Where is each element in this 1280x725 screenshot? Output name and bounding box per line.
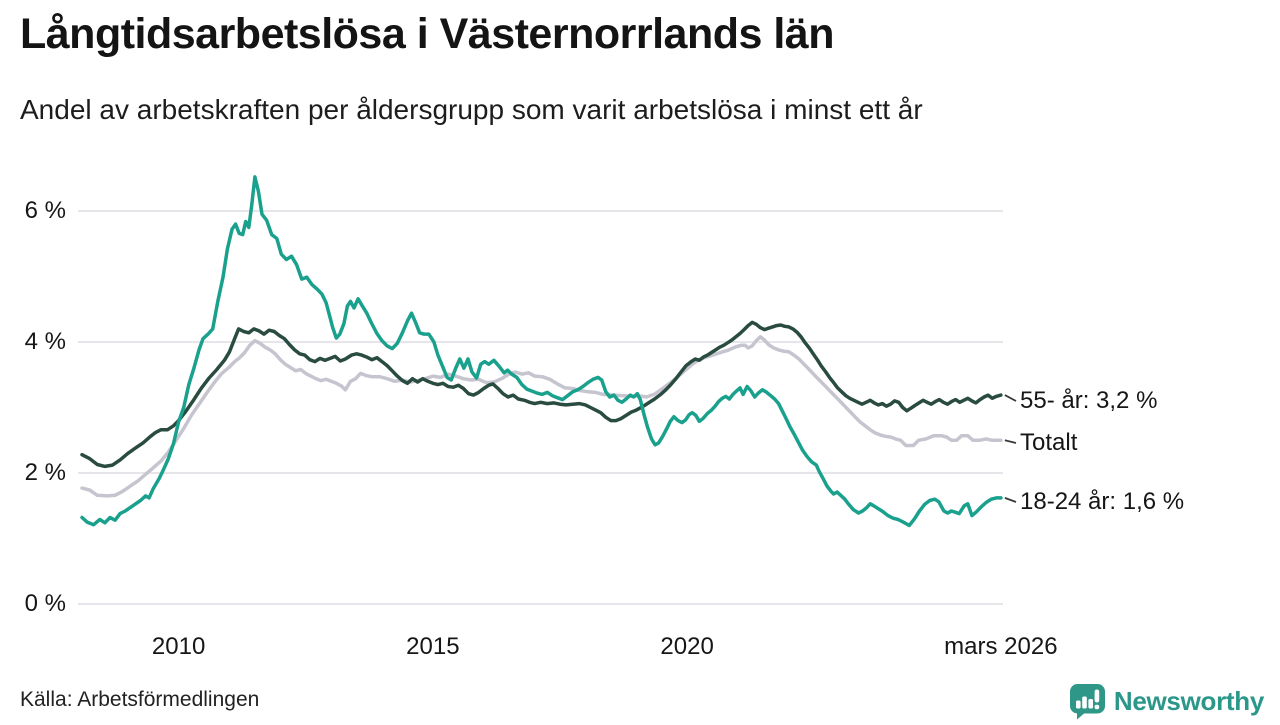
x-axis-tick-label: 2010 (151, 633, 206, 660)
y-axis-tick-label: 4 % (24, 328, 66, 355)
end-label-connector-55-ar (1004, 394, 1017, 402)
newsworthy-speech-bubble-chart-icon (1069, 683, 1106, 720)
series-line-18-24-ar (80, 175, 1003, 528)
series-end-label-18-24-ar: 18-24 år: 1,6 % (1020, 488, 1185, 515)
series-line-totalt (80, 335, 1003, 498)
source-note: Källa: Arbetsförmedlingen (20, 688, 260, 711)
x-axis-tick-label: mars 2026 (944, 633, 1058, 660)
chart-subtitle: Andel av arbetskraften per åldersgrupp s… (20, 94, 923, 125)
series-end-label-totalt: Totalt (1020, 429, 1078, 456)
x-axis-tick-label: 2015 (406, 633, 460, 660)
end-label-connector-totalt (1004, 439, 1017, 444)
page-title: Långtidsarbetslösa i Västernorrlands län (20, 10, 834, 58)
brand-logo: Newsworthy (1069, 682, 1264, 720)
y-axis-tick-label: 6 % (24, 197, 66, 224)
brand-name: Newsworthy (1113, 685, 1264, 716)
series-line-55-ar (80, 320, 1003, 469)
series-end-label-55-ar: 55- år: 3,2 % (1020, 387, 1158, 414)
y-axis-tick-label: 0 % (24, 590, 66, 617)
end-label-connector-18-24-ar (1004, 497, 1017, 503)
x-axis-tick-label: 2020 (660, 633, 714, 660)
y-axis-tick-label: 2 % (24, 459, 66, 486)
